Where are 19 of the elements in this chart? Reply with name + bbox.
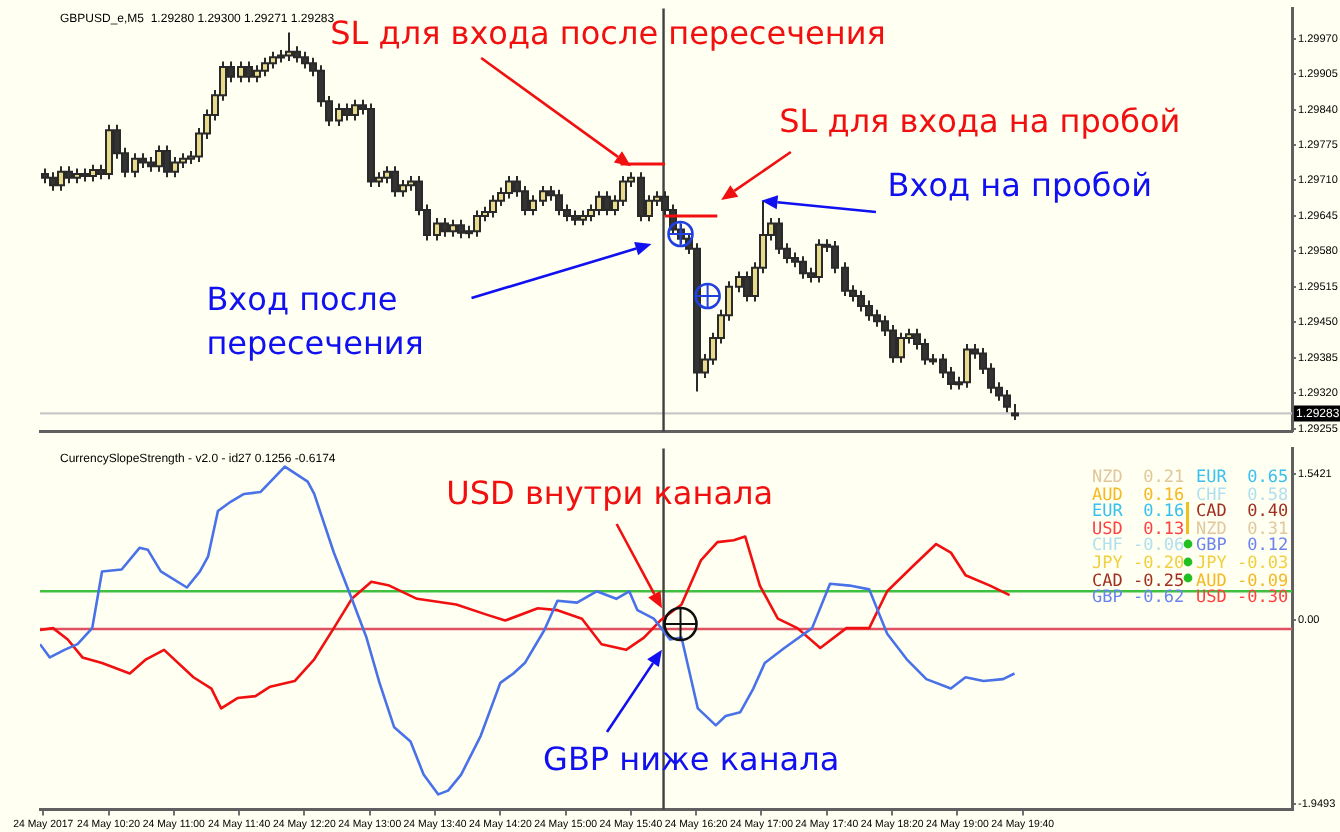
annotation: JPY -0.03	[1196, 554, 1289, 574]
annotation: CAD 0.40	[1196, 502, 1289, 523]
annotation: AUD -0.09	[1196, 571, 1289, 592]
annotation: SL для входа на пробой	[779, 100, 1181, 144]
annotation: NZD 0.31	[1196, 519, 1289, 540]
annotation: JPY -0.20	[1092, 554, 1185, 574]
annotation: Вход на пробой	[887, 164, 1152, 208]
annotation: EUR 0.16	[1092, 502, 1185, 523]
annotation: CHF 0.58	[1196, 485, 1289, 506]
annotation: AUD 0.16	[1092, 485, 1185, 506]
annotation: CHF -0.06	[1092, 536, 1185, 557]
annotation: USD 0.13	[1092, 519, 1185, 540]
annotation: USD -0.30	[1196, 588, 1289, 609]
annotation: GBP 0.12	[1196, 536, 1289, 557]
annotation: NZD 0.21	[1092, 468, 1185, 488]
annotation: GBP -0.62	[1092, 588, 1185, 609]
annotation: EUR 0.65	[1196, 468, 1289, 488]
annotation: Вход после пересечения	[206, 278, 426, 366]
annotation: CAD -0.25	[1092, 571, 1185, 592]
